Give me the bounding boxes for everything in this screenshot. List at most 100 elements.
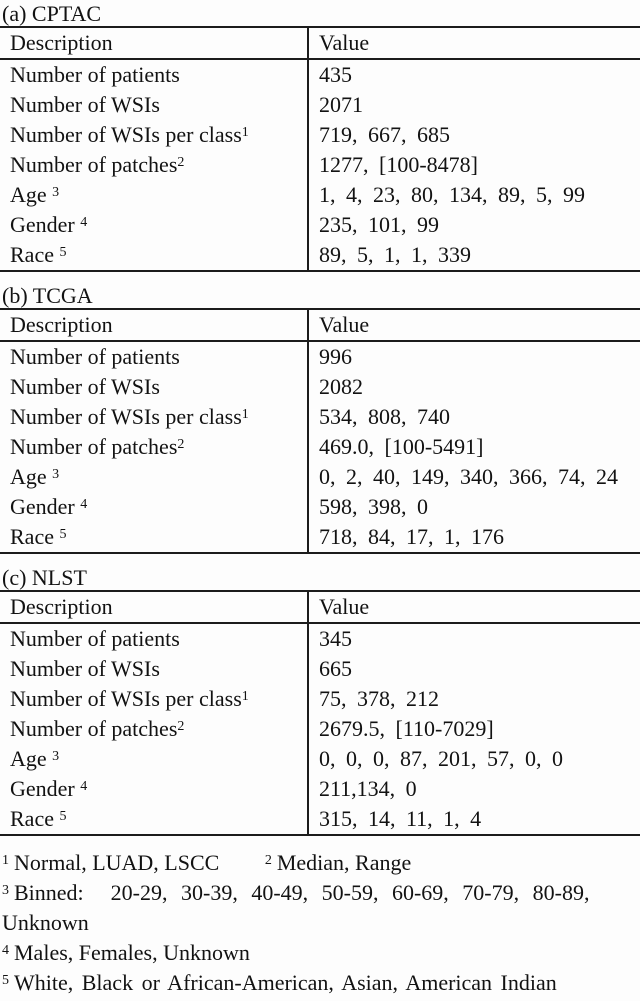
row-value: 718, 84, 17, 1, 176: [319, 524, 504, 549]
column-header-description: Description: [0, 309, 309, 341]
row-label: Number of patches: [10, 152, 178, 177]
row-label: Gender: [10, 494, 81, 519]
column-header-value: Value: [319, 312, 370, 337]
table-row: Number of WSIs 2082: [0, 372, 640, 402]
row-superscript: 1: [241, 125, 249, 140]
row-value: 0, 0, 0, 87, 201, 57, 0, 0: [319, 746, 563, 771]
row-label: Number of patches: [10, 434, 178, 459]
row-superscript: 1: [241, 689, 249, 704]
row-superscript: 2: [177, 155, 185, 170]
footnote-5: 5 White, Black or African-American, Asian…: [2, 968, 640, 1001]
footnote-text: White, Black or African-American, Asian,…: [2, 970, 557, 1001]
row-label: Age: [10, 746, 53, 771]
table-row: Age 3 0, 2, 40, 149, 340, 366, 74, 24: [0, 462, 640, 492]
footnote-line-1-2: 1 Normal, LUAD, LSCC 2 Median, Range: [2, 848, 640, 878]
row-value: 2679.5, [110-7029]: [319, 716, 494, 741]
row-label: Number of WSIs per class: [10, 122, 242, 147]
column-header-description: Description: [0, 591, 309, 623]
table-row: Number of WSIs 665: [0, 654, 640, 684]
table-row: Gender 4 235, 101, 99: [0, 210, 640, 240]
row-value: 1, 4, 23, 80, 134, 89, 5, 99: [319, 182, 585, 207]
row-superscript: 1: [241, 407, 249, 422]
column-header-description: Description: [0, 27, 309, 59]
table-row: Number of WSIs 2071: [0, 90, 640, 120]
row-label: Number of WSIs: [10, 92, 160, 117]
row-superscript: 2: [177, 719, 185, 734]
row-label: Age: [10, 182, 53, 207]
row-superscript: 5: [59, 245, 67, 260]
row-value: 315, 14, 11, 1, 4: [319, 806, 482, 831]
table-row: Age 3 1, 4, 23, 80, 134, 89, 5, 99: [0, 180, 640, 210]
row-superscript: 5: [59, 809, 67, 824]
row-label: Number of WSIs: [10, 656, 160, 681]
footnote-text: Median, Range: [276, 850, 412, 875]
row-label: Number of patients: [10, 626, 180, 651]
table-row: Number of patches2 1277, [100-8478]: [0, 150, 640, 180]
table-caption: (b) TCGA: [2, 283, 93, 308]
footnote-marker: 1: [2, 853, 9, 868]
data-table-cptac: Description Value Number of patients 435 …: [0, 26, 640, 272]
row-label: Number of patients: [10, 62, 180, 87]
row-label: Gender: [10, 212, 81, 237]
table-section-nlst: (c) NLST Description Value Number of pat…: [0, 566, 640, 836]
row-label: Number of WSIs: [10, 374, 160, 399]
footnote-text: Normal, LUAD, LSCC: [14, 850, 220, 875]
row-value: 665: [319, 656, 352, 681]
row-value: 598, 398, 0: [319, 494, 428, 519]
row-value: 719, 667, 685: [319, 122, 450, 147]
header-row: Description Value: [0, 591, 640, 623]
header-row: Description Value: [0, 309, 640, 341]
table-row: Race 5 315, 14, 11, 1, 4: [0, 804, 640, 835]
row-label: Race: [10, 806, 60, 831]
table-row: Number of patches2 2679.5, [110-7029]: [0, 714, 640, 744]
table-row: Age 3 0, 0, 0, 87, 201, 57, 0, 0: [0, 744, 640, 774]
footnote-text: Males, Females, Unknown: [14, 940, 250, 965]
row-label: Number of patches: [10, 716, 178, 741]
data-table-tcga: Description Value Number of patients 996 …: [0, 308, 640, 554]
table-row: Gender 4 598, 398, 0: [0, 492, 640, 522]
row-superscript: 2: [177, 437, 185, 452]
row-value: 996: [319, 344, 352, 369]
header-row: Description Value: [0, 27, 640, 59]
row-value: 435: [319, 62, 352, 87]
row-value: 1277, [100-8478]: [319, 152, 478, 177]
row-label: Number of patients: [10, 344, 180, 369]
row-label: Race: [10, 242, 60, 267]
row-superscript: 4: [80, 779, 88, 794]
table-section-tcga: (b) TCGA Description Value Number of pat…: [0, 284, 640, 554]
table-caption: (c) NLST: [2, 565, 87, 590]
row-superscript: 3: [52, 749, 60, 764]
row-value: 469.0, [100-5491]: [319, 434, 484, 459]
table-row: Number of patches2 469.0, [100-5491]: [0, 432, 640, 462]
row-value: 75, 378, 212: [319, 686, 439, 711]
row-label: Age: [10, 464, 53, 489]
column-header-value: Value: [319, 30, 370, 55]
row-value: 534, 808, 740: [319, 404, 450, 429]
row-label: Number of WSIs per class: [10, 404, 242, 429]
footnote-1: 1 Normal, LUAD, LSCC: [2, 850, 219, 875]
footnote-4: 4 Males, Females, Unknown: [2, 938, 640, 968]
table-row: Number of patients 435: [0, 59, 640, 90]
row-label: Race: [10, 524, 60, 549]
table-row: Number of WSIs per class1 719, 667, 685: [0, 120, 640, 150]
row-value: 2071: [319, 92, 363, 117]
table-row: Race 5 89, 5, 1, 1, 339: [0, 240, 640, 271]
table-row: Gender 4 211,134, 0: [0, 774, 640, 804]
data-table-nlst: Description Value Number of patients 345 …: [0, 590, 640, 836]
row-value: 0, 2, 40, 149, 340, 366, 74, 24: [319, 464, 618, 489]
row-superscript: 5: [59, 527, 67, 542]
row-superscript: 3: [52, 467, 60, 482]
row-value: 211,134, 0: [319, 776, 417, 801]
footnote-text: Binned: 20-29, 30-39, 40-49, 50-59, 60-6…: [2, 880, 590, 935]
table-row: Number of patients 345: [0, 623, 640, 654]
row-superscript: 4: [80, 215, 88, 230]
table-section-cptac: (a) CPTAC Description Value Number of pa…: [0, 2, 640, 272]
table-row: Number of patients 996: [0, 341, 640, 372]
table-row: Number of WSIs per class1 534, 808, 740: [0, 402, 640, 432]
footnote-3: 3 Binned: 20-29, 30-39, 40-49, 50-59, 60-…: [2, 878, 640, 938]
row-value: 235, 101, 99: [319, 212, 439, 237]
row-superscript: 4: [80, 497, 88, 512]
footnote-marker: 4: [2, 943, 9, 958]
table-row: Number of WSIs per class1 75, 378, 212: [0, 684, 640, 714]
